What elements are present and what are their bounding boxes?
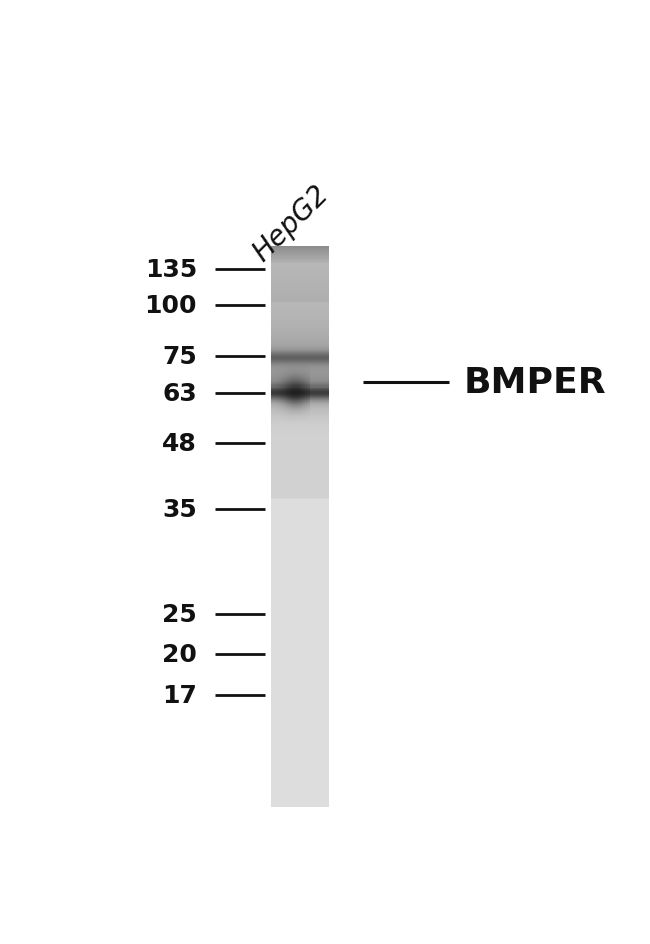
- Text: BMPER: BMPER: [464, 365, 606, 399]
- Text: 17: 17: [162, 683, 197, 707]
- Text: 48: 48: [162, 432, 197, 456]
- Text: 75: 75: [162, 345, 197, 369]
- Text: 25: 25: [162, 603, 197, 627]
- Text: 63: 63: [162, 381, 197, 405]
- Text: HepG2: HepG2: [247, 180, 334, 266]
- Text: 20: 20: [162, 643, 197, 666]
- Text: 35: 35: [162, 497, 197, 521]
- Text: 100: 100: [144, 294, 197, 318]
- Text: 135: 135: [145, 258, 197, 281]
